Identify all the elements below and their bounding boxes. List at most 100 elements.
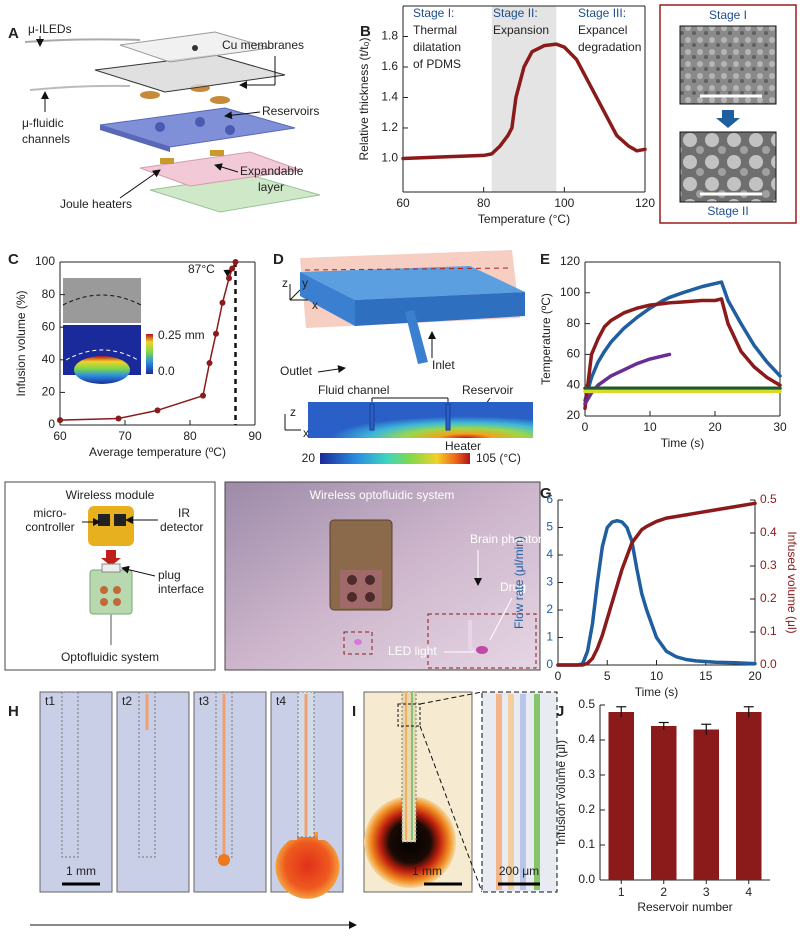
x-tick-label: 90 [248,429,262,443]
label: Joule heaters [60,197,132,211]
y-tick-label: 0 [546,657,553,671]
label: Heater [445,439,481,453]
y-tick-label: 80 [42,287,56,301]
inlet-tube [405,310,428,364]
y-tick-label: 20 [42,385,56,399]
label: Wireless module [66,488,155,502]
highlight [427,613,537,669]
x-tick-label: 4 [745,885,752,899]
marker [229,265,236,272]
x-tick-label: 1 [618,885,625,899]
y-tick-label: 0 [48,417,55,431]
label: t1 [45,694,55,708]
module [88,506,134,546]
series-line [556,501,757,667]
arrow [716,110,740,128]
panel-label: J [556,703,564,720]
series-line [59,261,237,421]
y-tick-label: 1.2 [381,120,398,134]
x-tick-label: 20 [708,420,722,434]
outline [62,294,142,306]
annotation: Expansion [493,23,549,37]
scale-label: 1 mm [412,864,442,878]
y-tick-label: 0.2 [578,802,595,816]
colorbar-label: 0.25 mm [158,328,205,342]
y-tick-label: 40 [567,377,581,391]
x-tick-label: 2 [660,885,667,899]
y-axis-label: Infusion volume (%) [14,290,28,396]
label: t2 [122,694,132,708]
y2-tick-label: 0.5 [760,492,777,506]
marker [219,299,226,306]
x-tick-label: 80 [477,196,491,210]
x-tick-label: 60 [53,429,67,443]
axis-letter: x [303,426,309,440]
y-tick-label: 120 [560,254,580,268]
axis-letter: z [282,276,288,290]
y-tick-label: 100 [560,285,580,299]
x-axis-label: Average temperature (ºC) [89,445,226,459]
arrow [121,565,156,577]
y-tick-label: 60 [567,347,581,361]
arrow [101,550,121,566]
y-tick-label: 40 [42,352,56,366]
x-tick-label: 100 [554,196,574,210]
annotation: dilatation [413,40,461,54]
label: Brain phantom [470,532,548,546]
label: Fluid channel [318,383,389,397]
y2-tick-label: 0.1 [760,624,777,638]
label: t4 [276,694,286,708]
y-tick-label: 1.4 [381,90,398,104]
bar [651,726,677,880]
annotation: degradation [578,40,641,54]
bar [736,712,762,880]
y2-tick-label: 0.4 [760,525,777,539]
channel [445,403,451,431]
annotation: 87°C [188,262,215,276]
x-axis-label: Temperature (°C) [478,212,570,226]
annotation: Thermal [413,23,457,37]
x-axis-label: Reservoir number [637,900,732,914]
label: plug [158,568,181,582]
y-tick-label: 1.0 [381,151,398,165]
colorbar-label: 105 (°C) [476,451,521,465]
image-label: Stage II [707,204,748,218]
y2-tick-label: 0.2 [760,591,777,605]
x-tick-label: 10 [650,669,664,683]
scale-label: 200 μm [499,864,539,878]
x-tick-label: 0 [555,669,562,683]
y-axis-label: Infusion volume (μl) [554,740,568,845]
panel-label: B [360,23,371,40]
y-tick-label: 1.6 [381,59,398,73]
x-tick-label: 70 [118,429,132,443]
label: detector [160,520,203,534]
axis-letter: z [290,405,296,419]
label: t3 [199,694,209,708]
y2-tick-label: 0.3 [760,558,777,572]
bar [608,712,634,880]
image-label: Stage I [709,8,747,22]
label: Drug [500,580,526,594]
axis-letter: y [302,276,308,290]
y-tick-label: 0.5 [578,697,595,711]
label: μ-fluidic [22,116,64,130]
y-tick-label: 0.3 [578,767,595,781]
panel-label: C [8,251,19,268]
series-line [583,280,782,403]
label: controller [25,520,74,534]
y-tick-label: 0.0 [578,872,595,886]
marker [226,275,232,282]
opto-board [89,569,133,615]
annotation: Stage I: [413,6,454,20]
label: Inlet [432,358,455,372]
x-tick-label: 120 [635,196,655,210]
x-axis-label: Time (s) [635,685,679,699]
label: interface [158,582,204,596]
label: Optofluidic system [61,650,159,664]
time-series-images [30,691,357,929]
annotation: Stage II: [493,6,538,20]
series-line [401,42,647,161]
colorbar [146,334,153,374]
inset-image [63,278,141,323]
panel-label: A [8,25,19,42]
